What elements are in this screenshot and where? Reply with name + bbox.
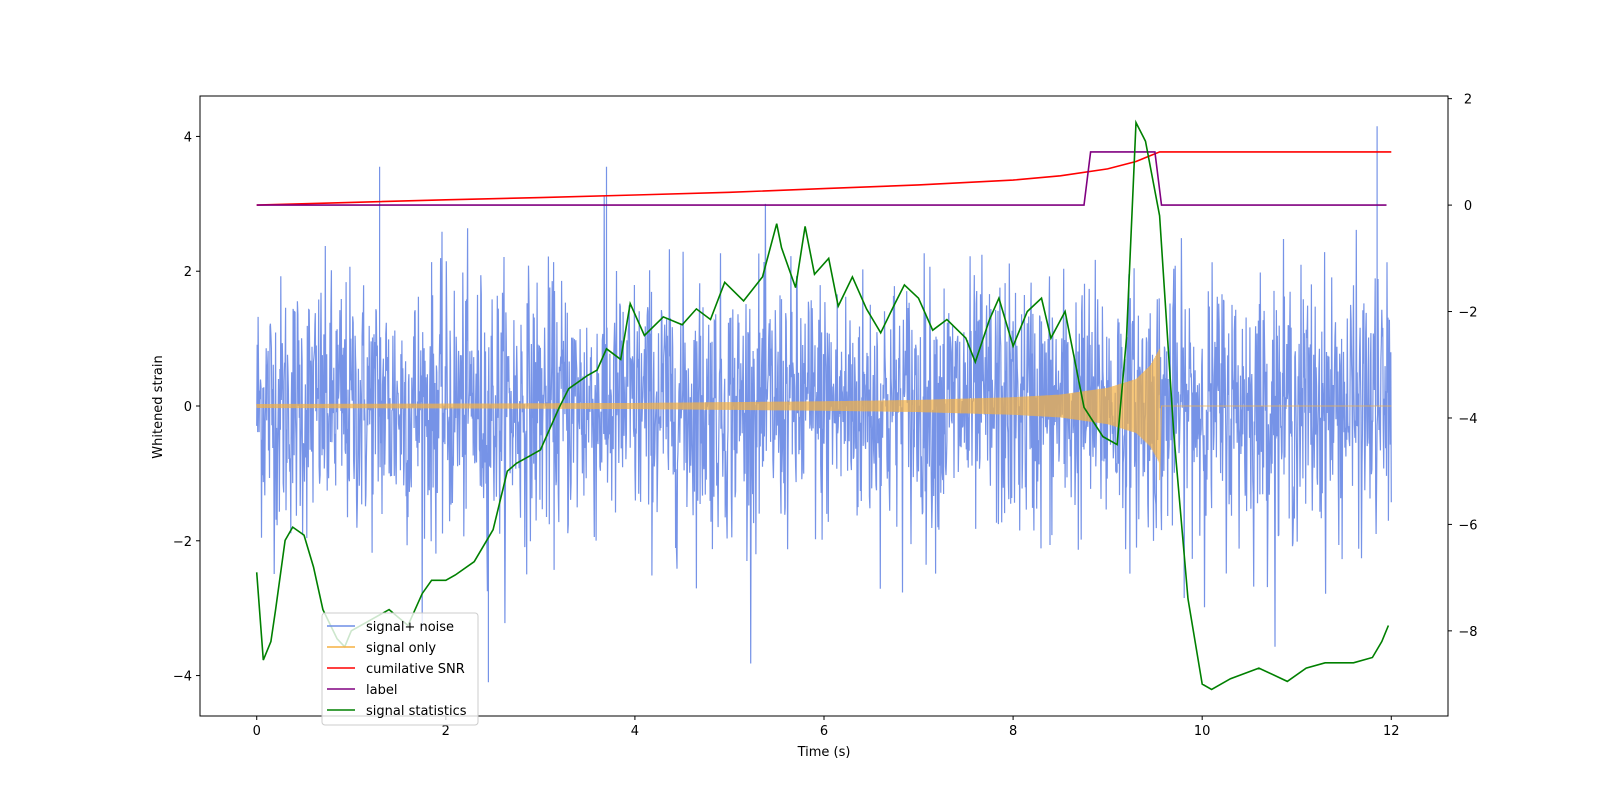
y-right-tick-label: −8 <box>1458 625 1477 640</box>
x-axis-ticks: 0 2 4 6 8 10 12 <box>253 716 1400 739</box>
y-right-tick-label: −4 <box>1458 412 1477 427</box>
series-signal-noise <box>256 126 1392 683</box>
series-signal-only <box>256 348 1392 481</box>
series-layer <box>255 119 1392 691</box>
y-left-tick-label: −2 <box>173 535 192 550</box>
legend-box <box>321 612 479 726</box>
x-tick-label: 4 <box>631 724 639 739</box>
y-left-tick-label: 4 <box>184 130 192 145</box>
x-tick-label: 2 <box>442 724 450 739</box>
y-axis-right-ticks: −8 −6 −4 −2 0 2 <box>1448 93 1478 640</box>
legend-label: label <box>366 683 397 698</box>
y-right-tick-label: 0 <box>1464 199 1472 214</box>
legend-label: cumilative SNR <box>366 662 465 677</box>
legend: signal+ noise signal only cumilative SNR la… <box>321 612 479 726</box>
x-tick-label: 10 <box>1194 724 1211 739</box>
y-left-tick-label: 0 <box>184 400 192 415</box>
x-axis-label: Time (s) <box>797 745 851 760</box>
x-tick-label: 12 <box>1383 724 1400 739</box>
legend-label: signal+ noise <box>366 620 454 635</box>
x-tick-label: 8 <box>1009 724 1017 739</box>
y-right-tick-label: 2 <box>1464 93 1472 108</box>
series-cumulative-snr <box>256 151 1392 206</box>
x-tick-label: 0 <box>253 724 261 739</box>
y-axis-left-ticks: −4 −2 0 2 4 <box>173 130 200 685</box>
x-tick-label: 6 <box>820 724 828 739</box>
y-right-tick-label: −2 <box>1458 306 1477 321</box>
y-axis-label: Whitened strain <box>151 355 166 458</box>
y-right-tick-label: −6 <box>1458 518 1477 533</box>
legend-label: signal statistics <box>366 704 467 719</box>
legend-label: signal only <box>366 641 436 656</box>
series-label <box>256 151 1387 206</box>
y-left-tick-label: −4 <box>173 670 192 685</box>
y-left-tick-label: 2 <box>184 265 192 280</box>
